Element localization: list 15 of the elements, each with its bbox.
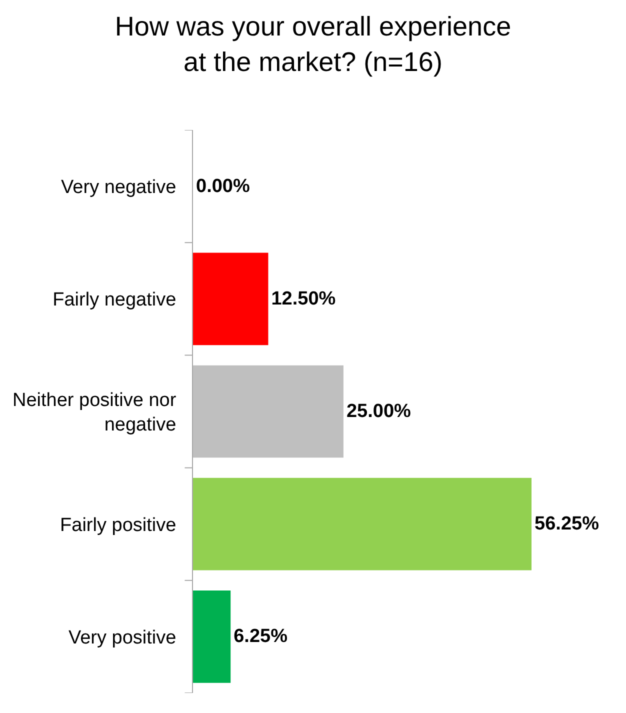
- chart-title: How was your overall experience at the market? (n=16): [114, 12, 512, 77]
- y-tick-label: Very negative: [61, 176, 176, 198]
- bar: [193, 590, 231, 683]
- data-label: 12.50%: [271, 288, 336, 310]
- y-tick-label: Fairly negative: [52, 290, 176, 311]
- data-label: 56.25%: [534, 514, 600, 535]
- y-tick-label: Neither positive nor negative: [12, 390, 177, 436]
- bar: [193, 478, 532, 570]
- data-label: 25.00%: [346, 401, 412, 422]
- data-label: 6.25%: [234, 626, 288, 648]
- data-label: 0.00%: [196, 176, 250, 197]
- bar: [193, 365, 344, 458]
- bar: [193, 252, 268, 346]
- y-tick-label: Fairly positive: [60, 514, 176, 536]
- y-tick-label: Very positive: [68, 627, 176, 648]
